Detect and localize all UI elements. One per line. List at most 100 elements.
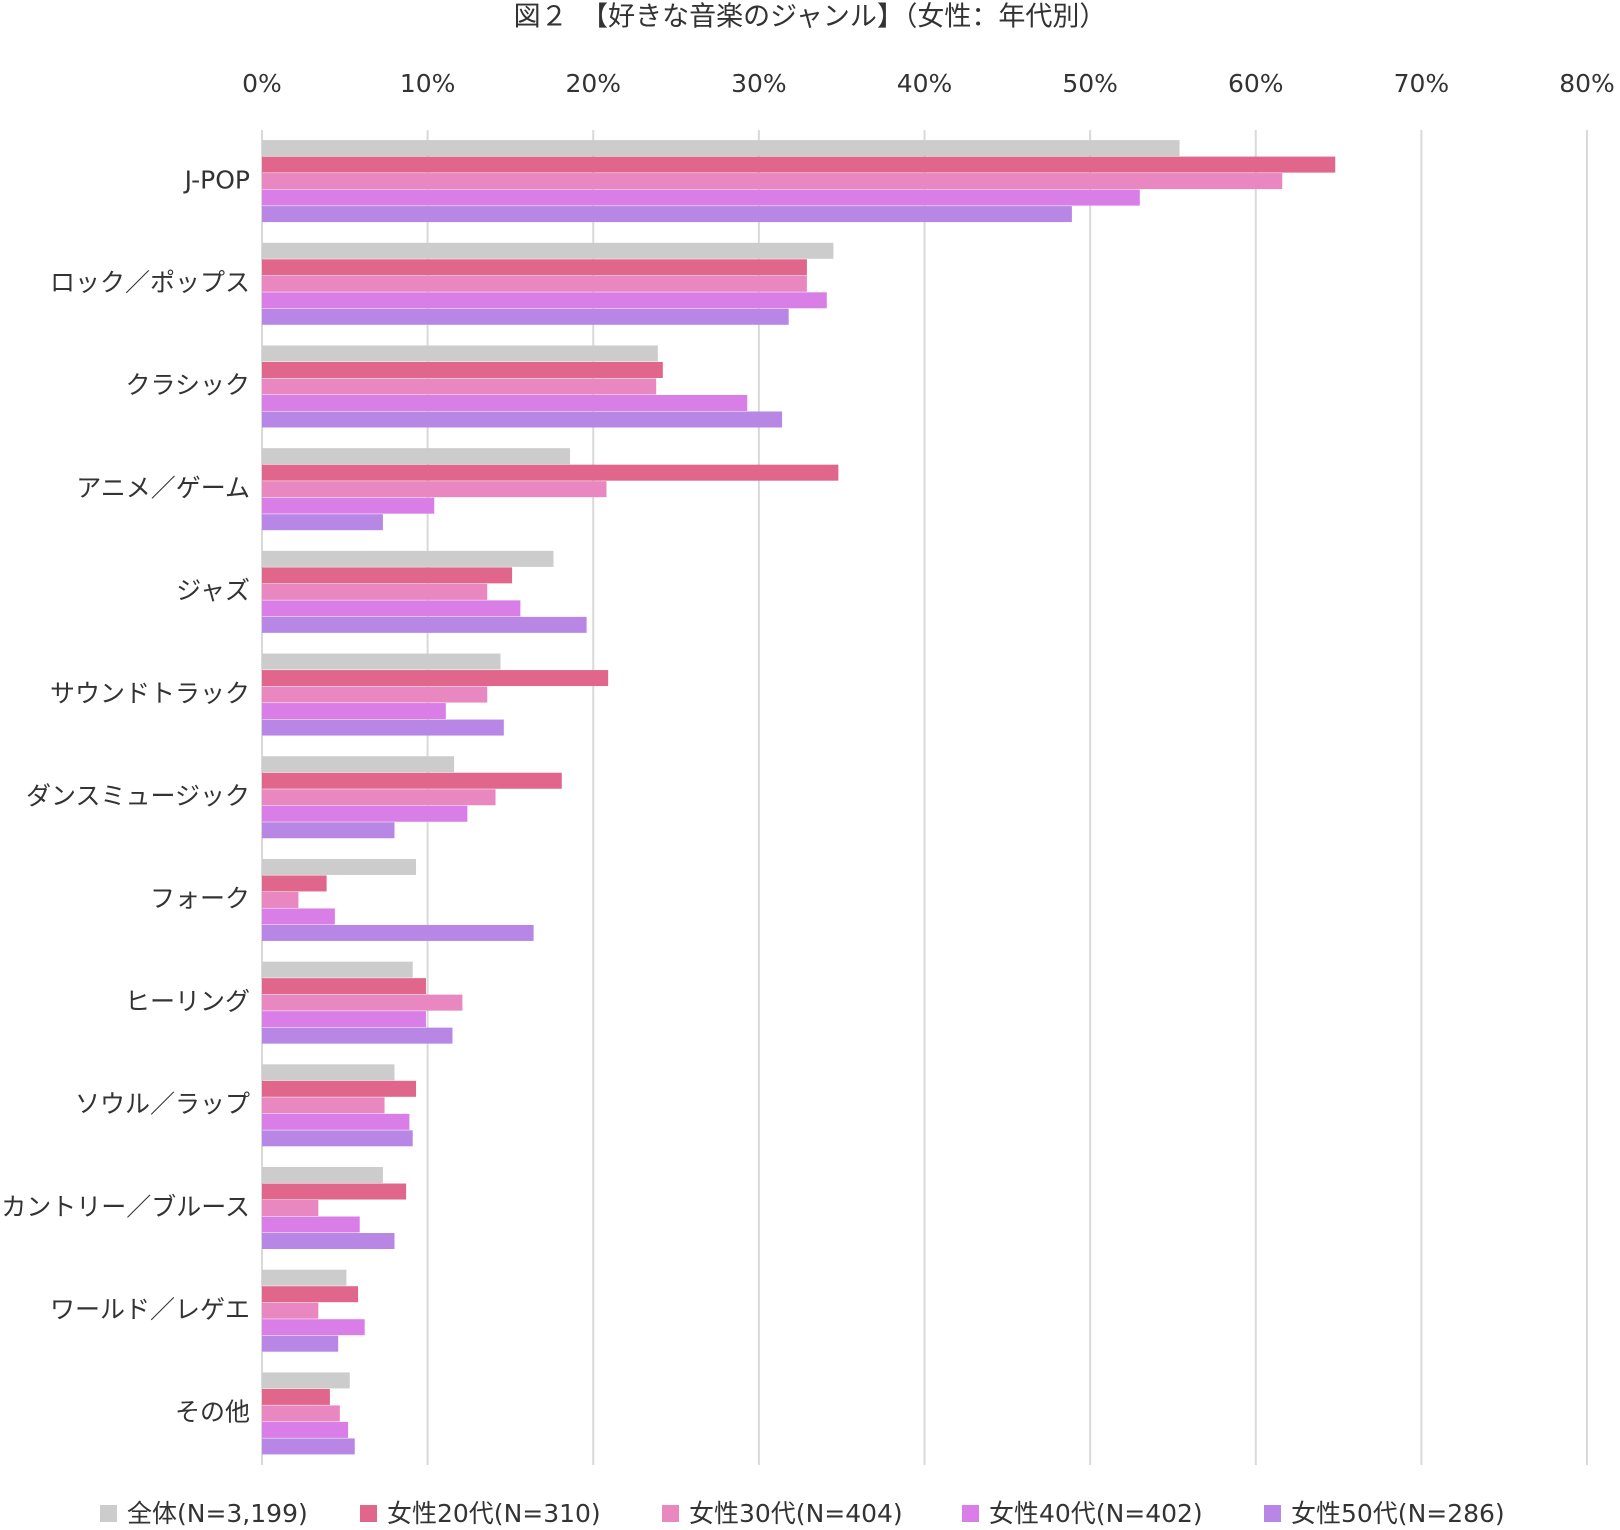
bar — [262, 464, 839, 481]
bar — [262, 1302, 319, 1319]
y-tick-label: クラシック — [125, 371, 250, 400]
bar — [262, 805, 468, 822]
bar — [262, 345, 658, 362]
bar — [262, 924, 534, 941]
bar — [262, 140, 1180, 157]
bar — [262, 1080, 417, 1097]
bar — [262, 394, 748, 411]
x-tick-label: 30% — [731, 69, 787, 98]
bar — [262, 653, 501, 670]
y-tick-label: サウンドトラック — [50, 679, 250, 708]
y-tick-label: ダンスミュージック — [26, 782, 250, 811]
legend-swatch — [1264, 1505, 1281, 1522]
bar — [262, 1269, 347, 1286]
bar — [262, 567, 513, 584]
bar — [262, 1216, 360, 1233]
bar — [262, 600, 521, 617]
bar — [262, 686, 488, 703]
x-tick-label: 80% — [1559, 69, 1615, 98]
bar — [262, 292, 827, 309]
bar — [262, 1335, 339, 1352]
bar — [262, 1233, 395, 1250]
bar — [262, 550, 554, 567]
y-tick-label: カントリー／ブルース — [1, 1192, 250, 1221]
bar — [262, 275, 807, 292]
bar — [262, 1113, 410, 1130]
bar — [262, 670, 609, 687]
bar — [262, 1405, 340, 1422]
legend-label: 女性40代(N=402) — [989, 1499, 1203, 1528]
bar — [262, 206, 1072, 223]
bar — [262, 1064, 395, 1081]
x-tick-label: 50% — [1062, 69, 1118, 98]
chart-title: 図２ 【好きな音楽のジャンル】（女性：年代別） — [514, 2, 1107, 33]
x-tick-label: 70% — [1394, 69, 1450, 98]
bar — [262, 858, 417, 875]
legend-swatch — [662, 1505, 679, 1522]
y-tick-label: ロック／ポップス — [50, 268, 250, 297]
bar — [262, 1388, 330, 1405]
bar — [262, 994, 463, 1011]
y-tick-label: その他 — [175, 1398, 250, 1427]
bar — [262, 891, 299, 908]
x-tick-label: 60% — [1228, 69, 1284, 98]
bar — [262, 156, 1336, 173]
bar — [262, 1011, 426, 1028]
bar — [262, 378, 657, 395]
bar — [262, 448, 571, 465]
y-tick-label: ヒーリング — [125, 987, 250, 1016]
legend-label: 女性20代(N=310) — [387, 1499, 601, 1528]
bar — [262, 1372, 350, 1389]
bar — [262, 497, 435, 514]
bar — [262, 875, 327, 892]
bar — [262, 822, 395, 839]
bar — [262, 1167, 383, 1184]
legend-swatch — [962, 1505, 979, 1522]
bar — [262, 189, 1140, 206]
y-tick-label: フォーク — [150, 884, 250, 913]
bar — [262, 259, 807, 276]
bar — [262, 1183, 407, 1200]
y-tick-label: ジャズ — [176, 576, 250, 605]
bar — [262, 1130, 413, 1147]
bar — [262, 1319, 365, 1336]
legend-label: 女性30代(N=404) — [689, 1499, 903, 1528]
y-tick-label: アニメ／ゲーム — [76, 473, 250, 502]
bar — [262, 1097, 385, 1114]
bar — [262, 908, 335, 925]
x-tick-label: 10% — [400, 69, 456, 98]
bar — [262, 1200, 319, 1217]
bar — [262, 978, 426, 995]
bar — [262, 1438, 355, 1455]
y-tick-label: J-POP — [183, 165, 250, 194]
x-tick-label: 20% — [565, 69, 621, 98]
legend-label: 女性50代(N=286) — [1291, 1499, 1505, 1528]
bar — [262, 308, 789, 325]
bar — [262, 961, 413, 978]
bar — [262, 583, 488, 600]
y-tick-label: ソウル／ラップ — [75, 1090, 250, 1119]
bar — [262, 616, 587, 633]
bar — [262, 719, 504, 736]
legend-swatch — [360, 1505, 377, 1522]
bar — [262, 242, 834, 259]
legend-label: 全体(N=3,199) — [127, 1499, 308, 1528]
bar — [262, 361, 663, 378]
bar — [262, 481, 607, 498]
bar — [262, 411, 783, 428]
x-tick-label: 0% — [242, 69, 282, 98]
legend-swatch — [100, 1505, 117, 1522]
x-tick-label: 40% — [897, 69, 953, 98]
bar — [262, 514, 383, 531]
bar — [262, 789, 496, 806]
bar — [262, 1027, 453, 1044]
bar — [262, 756, 455, 773]
bar — [262, 1421, 349, 1438]
bar — [262, 1286, 359, 1303]
bar — [262, 703, 446, 720]
y-tick-label: ワールド／レゲエ — [50, 1295, 250, 1324]
bar — [262, 173, 1283, 190]
bar — [262, 772, 562, 789]
